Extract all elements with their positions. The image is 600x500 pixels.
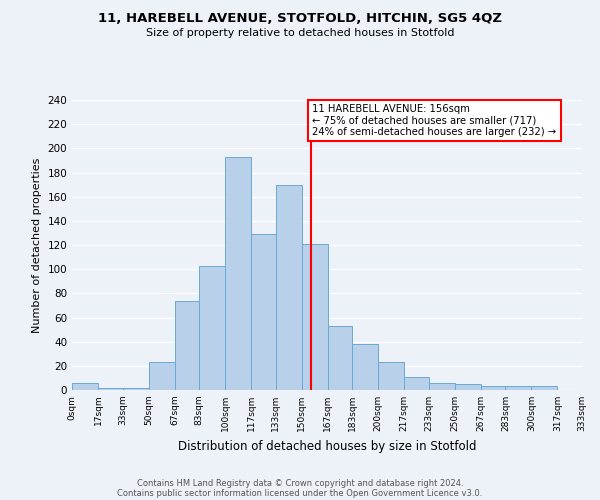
- Bar: [404, 376, 429, 390]
- Bar: [251, 234, 275, 390]
- Bar: [481, 386, 505, 390]
- Bar: [328, 326, 352, 390]
- Y-axis label: Number of detached properties: Number of detached properties: [32, 158, 42, 332]
- Text: Contains public sector information licensed under the Open Government Licence v3: Contains public sector information licen…: [118, 488, 482, 498]
- Bar: [302, 244, 328, 390]
- Bar: [352, 344, 379, 390]
- Bar: [199, 266, 225, 390]
- X-axis label: Distribution of detached houses by size in Stotfold: Distribution of detached houses by size …: [178, 440, 476, 452]
- Bar: [429, 383, 455, 390]
- Bar: [225, 157, 251, 390]
- Text: Contains HM Land Registry data © Crown copyright and database right 2024.: Contains HM Land Registry data © Crown c…: [137, 478, 463, 488]
- Text: 11, HAREBELL AVENUE, STOTFOLD, HITCHIN, SG5 4QZ: 11, HAREBELL AVENUE, STOTFOLD, HITCHIN, …: [98, 12, 502, 26]
- Bar: [149, 362, 175, 390]
- Bar: [72, 383, 98, 390]
- Bar: [505, 386, 532, 390]
- Text: Size of property relative to detached houses in Stotfold: Size of property relative to detached ho…: [146, 28, 454, 38]
- Bar: [122, 388, 149, 390]
- Bar: [379, 362, 404, 390]
- Bar: [532, 386, 557, 390]
- Bar: [275, 184, 302, 390]
- Text: 11 HAREBELL AVENUE: 156sqm
← 75% of detached houses are smaller (717)
24% of sem: 11 HAREBELL AVENUE: 156sqm ← 75% of deta…: [313, 104, 557, 137]
- Bar: [455, 384, 481, 390]
- Bar: [175, 300, 199, 390]
- Bar: [98, 388, 122, 390]
